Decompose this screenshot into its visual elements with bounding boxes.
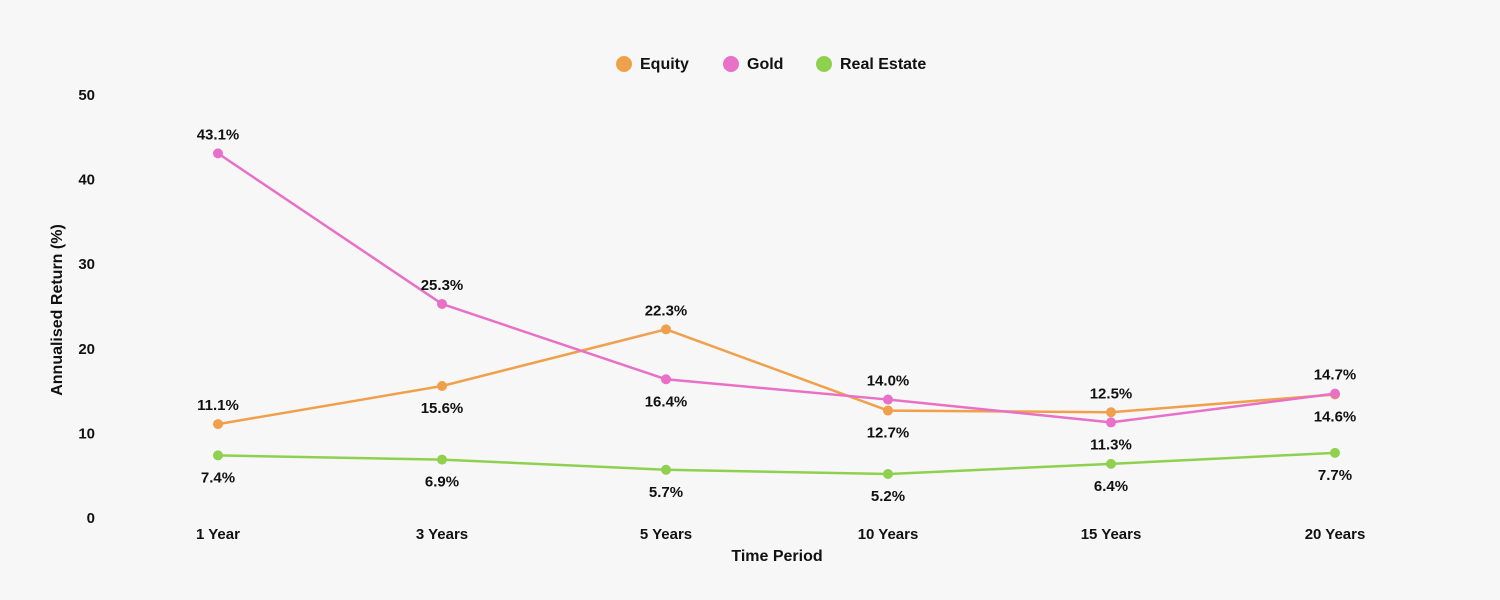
data-labels: 11.1% 15.6% 22.3% 12.7% 12.5% 14.6% 43.1% 25.3%… xyxy=(197,126,1357,505)
data-point xyxy=(883,405,893,416)
legend-swatch xyxy=(816,56,832,72)
data-label: 5.7% xyxy=(649,484,683,501)
data-label: 14.6% xyxy=(1314,408,1357,425)
x-axis-title: Time Period xyxy=(731,548,822,565)
data-point xyxy=(213,419,223,430)
data-label: 12.5% xyxy=(1090,385,1133,402)
data-point xyxy=(661,374,671,385)
x-tick-label: 10 Years xyxy=(858,526,919,543)
data-label: 25.3% xyxy=(421,277,464,294)
y-tick-label: 30 xyxy=(78,256,95,273)
data-label: 7.7% xyxy=(1318,467,1352,484)
x-tick-label: 15 Years xyxy=(1081,526,1142,543)
data-point xyxy=(1106,417,1116,428)
legend-item: Equity xyxy=(616,56,689,73)
data-label: 43.1% xyxy=(197,126,240,143)
data-label: 11.1% xyxy=(197,397,239,414)
legend-item: Gold xyxy=(723,56,783,73)
legend-item: Real Estate xyxy=(816,56,926,73)
data-point xyxy=(883,469,893,480)
data-point xyxy=(661,464,671,475)
data-point xyxy=(437,381,447,392)
series-points xyxy=(213,148,1340,480)
y-axis-title: Annualised Return (%) xyxy=(49,224,66,396)
data-label: 7.4% xyxy=(201,469,235,486)
data-label: 14.0% xyxy=(867,373,910,390)
data-label: 14.7% xyxy=(1314,367,1357,384)
data-point xyxy=(213,148,223,159)
y-tick-label: 20 xyxy=(78,341,95,358)
x-tick-label: 5 Years xyxy=(640,526,692,543)
data-point xyxy=(213,450,223,461)
data-point xyxy=(437,298,447,309)
data-label: 12.7% xyxy=(867,425,910,442)
data-label: 22.3% xyxy=(645,302,688,319)
y-tick-label: 10 xyxy=(78,425,95,442)
data-point xyxy=(883,394,893,405)
data-label: 5.2% xyxy=(871,488,905,505)
data-point xyxy=(1330,447,1340,458)
legend: Equity Gold Real Estate xyxy=(616,56,926,73)
data-point xyxy=(661,324,671,335)
legend-label: Real Estate xyxy=(840,56,926,73)
x-tick-label: 3 Years xyxy=(416,526,468,543)
data-point xyxy=(1106,407,1116,418)
data-label: 6.4% xyxy=(1094,478,1128,495)
x-tick-label: 1 Year xyxy=(196,526,240,543)
legend-swatch xyxy=(616,56,632,72)
data-label: 15.6% xyxy=(421,400,464,417)
data-point xyxy=(1330,388,1340,399)
legend-label: Gold xyxy=(747,56,783,73)
data-label: 16.4% xyxy=(645,393,688,410)
y-tick-label: 0 xyxy=(87,510,95,527)
data-point xyxy=(437,454,447,465)
series-line xyxy=(217,152,1336,424)
x-tick-label: 20 Years xyxy=(1305,526,1366,543)
series-line xyxy=(217,451,1336,476)
y-tick-label: 50 xyxy=(78,87,95,104)
x-axis-ticks: 1 Year 3 Years 5 Years 10 Years 15 Years 20 Y… xyxy=(196,526,1365,543)
series-lines xyxy=(217,152,1336,476)
y-axis-ticks: 0 10 20 30 40 50 xyxy=(78,87,95,527)
series-line xyxy=(217,328,1336,426)
y-tick-label: 40 xyxy=(78,172,95,189)
data-label: 6.9% xyxy=(425,474,459,491)
data-label: 11.3% xyxy=(1090,436,1132,453)
legend-swatch xyxy=(723,56,739,72)
data-point xyxy=(1106,458,1116,469)
legend-label: Equity xyxy=(640,56,689,73)
